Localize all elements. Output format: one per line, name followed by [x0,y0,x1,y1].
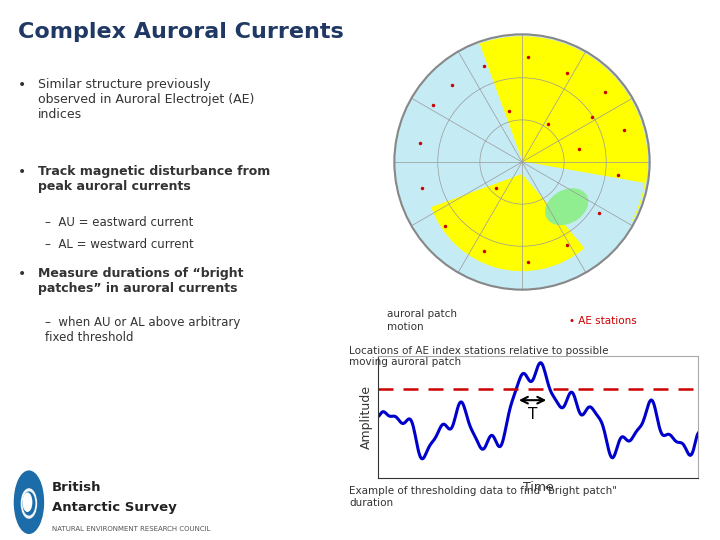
Wedge shape [432,175,583,271]
Text: –  AU = eastward current: – AU = eastward current [45,216,194,229]
Ellipse shape [22,489,37,518]
Text: Antarctic Survey: Antarctic Survey [52,501,176,514]
Wedge shape [522,162,644,257]
Text: Example of thresholding data to find "bright patch"
duration: Example of thresholding data to find "br… [349,486,617,508]
Text: –  AL = westward current: – AL = westward current [45,238,194,251]
Circle shape [395,35,649,289]
Y-axis label: Amplitude: Amplitude [359,385,372,449]
Text: auroral patch
motion: auroral patch motion [387,309,457,332]
Text: Locations of AE index stations relative to possible
moving auroral patch: Locations of AE index stations relative … [349,346,608,367]
Text: NATURAL ENVIRONMENT RESEARCH COUNCIL: NATURAL ENVIRONMENT RESEARCH COUNCIL [52,525,210,531]
Text: •: • [18,267,26,281]
Circle shape [14,471,43,534]
Ellipse shape [23,492,35,515]
Text: •: • [18,165,26,179]
Ellipse shape [23,493,32,511]
Text: T: T [528,407,537,422]
Wedge shape [398,46,522,204]
Text: Track magnetic disturbance from
peak auroral currents: Track magnetic disturbance from peak aur… [38,165,271,193]
Wedge shape [541,65,646,221]
Wedge shape [426,80,509,177]
Text: –  when AU or AL above arbitrary
fixed threshold: – when AU or AL above arbitrary fixed th… [45,316,240,344]
Text: Complex Auroral Currents: Complex Auroral Currents [18,22,343,42]
Ellipse shape [546,189,588,225]
Text: Similar structure previously
observed in Auroral Electrojet (AE)
indices: Similar structure previously observed in… [38,78,255,122]
Wedge shape [480,37,647,184]
Text: British: British [52,482,101,495]
X-axis label: Time: Time [523,481,554,494]
Text: Measure durations of “bright
patches” in auroral currents: Measure durations of “bright patches” in… [38,267,243,295]
Text: •: • [18,78,26,92]
Text: • AE stations: • AE stations [569,315,636,326]
